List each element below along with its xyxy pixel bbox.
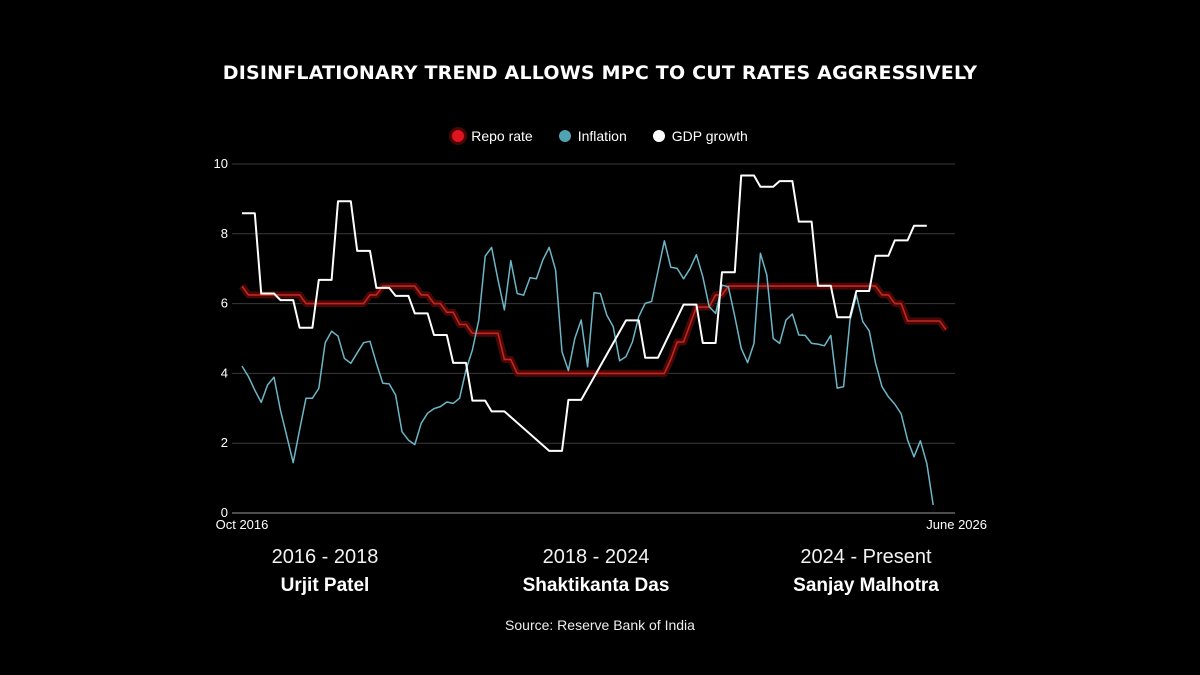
governor-name: Sanjay Malhotra [793,575,939,596]
governor-urjit-patel: 2016 - 2018 Urjit Patel [195,546,455,597]
inflation-marker-icon [558,130,571,142]
legend-item-inflation: Inflation [558,128,627,144]
governor-tenure: 2016 - 2018 [271,546,379,568]
legend-item-repo-rate: Repo rate [452,128,533,144]
x-tick-label-end: June 2026 [926,517,987,532]
y-tick-label: 4 [221,365,228,380]
gdp-growth-marker-icon [652,130,665,142]
inflation-line [241,240,934,506]
governor-tenure: 2024 - Present [800,546,932,568]
governor-name: Shaktikanta Das [522,575,670,596]
legend-label: Repo rate [471,128,533,144]
repo-rate-marker-icon [452,130,465,142]
x-tick-label-start: Oct 2016 [216,517,269,532]
legend-label: GDP growth [671,128,748,144]
y-tick-label: 6 [221,296,228,311]
governor-sanjay-malhotra: 2024 - Present Sanjay Malhotra [736,546,996,597]
gdp-growth-line [242,174,927,452]
governor-tenure: 2018 - 2024 [542,546,650,568]
legend-label: Inflation [577,128,627,144]
y-tick-label: 0 [221,505,228,520]
chart-title: DISINFLATIONARY TREND ALLOWS MPC TO CUT … [222,62,978,84]
legend: Repo rate Inflation GDP growth [0,128,1200,144]
y-tick-label: 2 [221,435,228,450]
governor-shaktikanta-das: 2018 - 2024 Shaktikanta Das [466,546,726,597]
source-note: Source: Reserve Bank of India [505,617,695,633]
legend-item-gdp-growth: GDP growth [652,128,748,144]
governor-name: Urjit Patel [280,575,370,596]
repo-rate-line [241,285,947,375]
y-tick-label: 10 [214,156,228,171]
y-tick-label: 8 [221,226,228,241]
